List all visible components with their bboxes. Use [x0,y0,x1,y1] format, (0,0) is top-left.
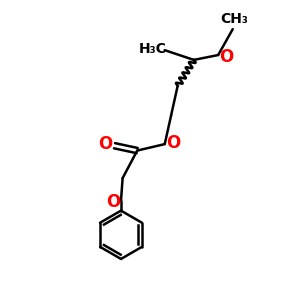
Text: O: O [219,47,233,65]
Text: CH₃: CH₃ [220,12,248,26]
Text: O: O [98,135,112,153]
Text: H₃C: H₃C [138,42,166,56]
Text: O: O [166,134,180,152]
Text: O: O [106,193,120,211]
